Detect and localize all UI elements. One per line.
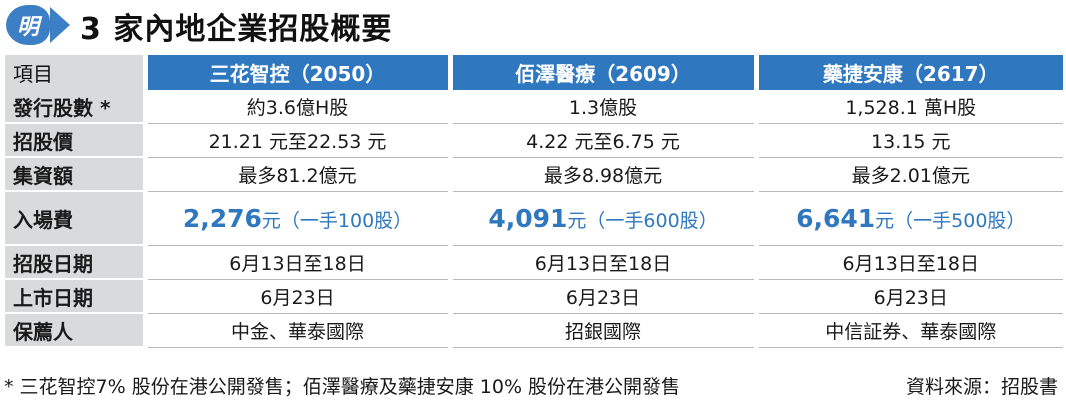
- entry-fee-amount: 2,276: [182, 203, 262, 233]
- entry-fee-unit: 元（一手600股）: [567, 209, 718, 232]
- table-cell: 21.21 元至22.53 元: [142, 123, 450, 158]
- table-row-entry-fee: 入場費 2,276元（一手100股） 4,091元（一手600股） 6,641元…: [5, 191, 1063, 246]
- column-header-company: 三花智控（2050）: [142, 55, 450, 90]
- footnote: * 三花智控7% 股份在港公開發售；佰澤醫療及藥捷安康 10% 股份在港公開發售: [4, 376, 681, 398]
- table-cell: 中金、華泰國際: [142, 313, 450, 348]
- source-note: 資料來源：招股書: [905, 376, 1058, 398]
- table-cell: 最多2.01億元: [753, 157, 1063, 192]
- table-cell: 約3.6億H股: [142, 90, 450, 124]
- entry-fee-amount: 6,641: [796, 203, 876, 233]
- table-cell: 13.15 元: [753, 123, 1063, 158]
- table-cell: 4.22 元至6.75 元: [447, 123, 756, 158]
- table-row: 集資額 最多81.2億元 最多8.98億元 最多2.01億元: [5, 157, 1063, 192]
- table-row: 保薦人 中金、華泰國際 招銀國際 中信証券、華泰國際: [5, 313, 1063, 348]
- table-cell: 6月13日至18日: [753, 245, 1063, 280]
- entry-fee-amount: 4,091: [488, 203, 568, 233]
- table-cell: 招銀國際: [447, 313, 756, 348]
- table-cell: 中信証券、華泰國際: [753, 313, 1063, 348]
- table-cell: 2,276元（一手100股）: [142, 191, 450, 246]
- page-title: 3 家內地企業招股概要: [80, 12, 393, 47]
- table-cell: 最多81.2億元: [142, 157, 450, 192]
- table-cell: 6月23日: [447, 279, 756, 314]
- ming-logo: 明: [6, 5, 50, 45]
- column-header-company: 藥捷安康（2617）: [753, 55, 1063, 90]
- table-cell: 6月23日: [142, 279, 450, 314]
- row-label: 保薦人: [5, 313, 145, 348]
- table-cell: 6月23日: [753, 279, 1063, 314]
- row-label: 集資額: [5, 157, 145, 192]
- footer: * 三花智控7% 股份在港公開發售；佰澤醫療及藥捷安康 10% 股份在港公開發售…: [4, 372, 1062, 402]
- column-header-company: 佰澤醫療（2609）: [447, 55, 756, 90]
- table-cell: 1,528.1 萬H股: [753, 90, 1063, 124]
- table-cell: 最多8.98億元: [447, 157, 756, 192]
- row-label: 上市日期: [5, 279, 145, 314]
- entry-fee-unit: 元（一手500股）: [875, 209, 1026, 232]
- column-header-item: 項目: [5, 55, 145, 90]
- table-cell: 6,641元（一手500股）: [753, 191, 1063, 246]
- row-label: 發行股數 *: [5, 90, 145, 124]
- table-row: 招股日期 6月13日至18日 6月13日至18日 6月13日至18日: [5, 245, 1063, 280]
- table-row: 招股價 21.21 元至22.53 元 4.22 元至6.75 元 13.15 …: [5, 123, 1063, 158]
- table-cell: 6月13日至18日: [447, 245, 756, 280]
- table-cell: 4,091元（一手600股）: [447, 191, 756, 246]
- row-label: 招股日期: [5, 245, 145, 280]
- row-label: 招股價: [5, 123, 145, 158]
- ipo-summary-table: 項目 三花智控（2050） 佰澤醫療（2609） 藥捷安康（2617） 發行股數…: [5, 55, 1063, 348]
- chevron-right-icon: [50, 7, 70, 43]
- table-row: 發行股數 * 約3.6億H股 1.3億股 1,528.1 萬H股: [5, 90, 1063, 124]
- row-label: 入場費: [5, 191, 145, 246]
- table-cell: 1.3億股: [447, 90, 756, 124]
- table-row: 上市日期 6月23日 6月23日 6月23日: [5, 279, 1063, 314]
- table-cell: 6月13日至18日: [142, 245, 450, 280]
- header: 明 3 家內地企業招股概要: [0, 0, 1066, 52]
- entry-fee-unit: 元（一手100股）: [261, 209, 413, 232]
- table-header-row: 項目 三花智控（2050） 佰澤醫療（2609） 藥捷安康（2617）: [5, 55, 1063, 90]
